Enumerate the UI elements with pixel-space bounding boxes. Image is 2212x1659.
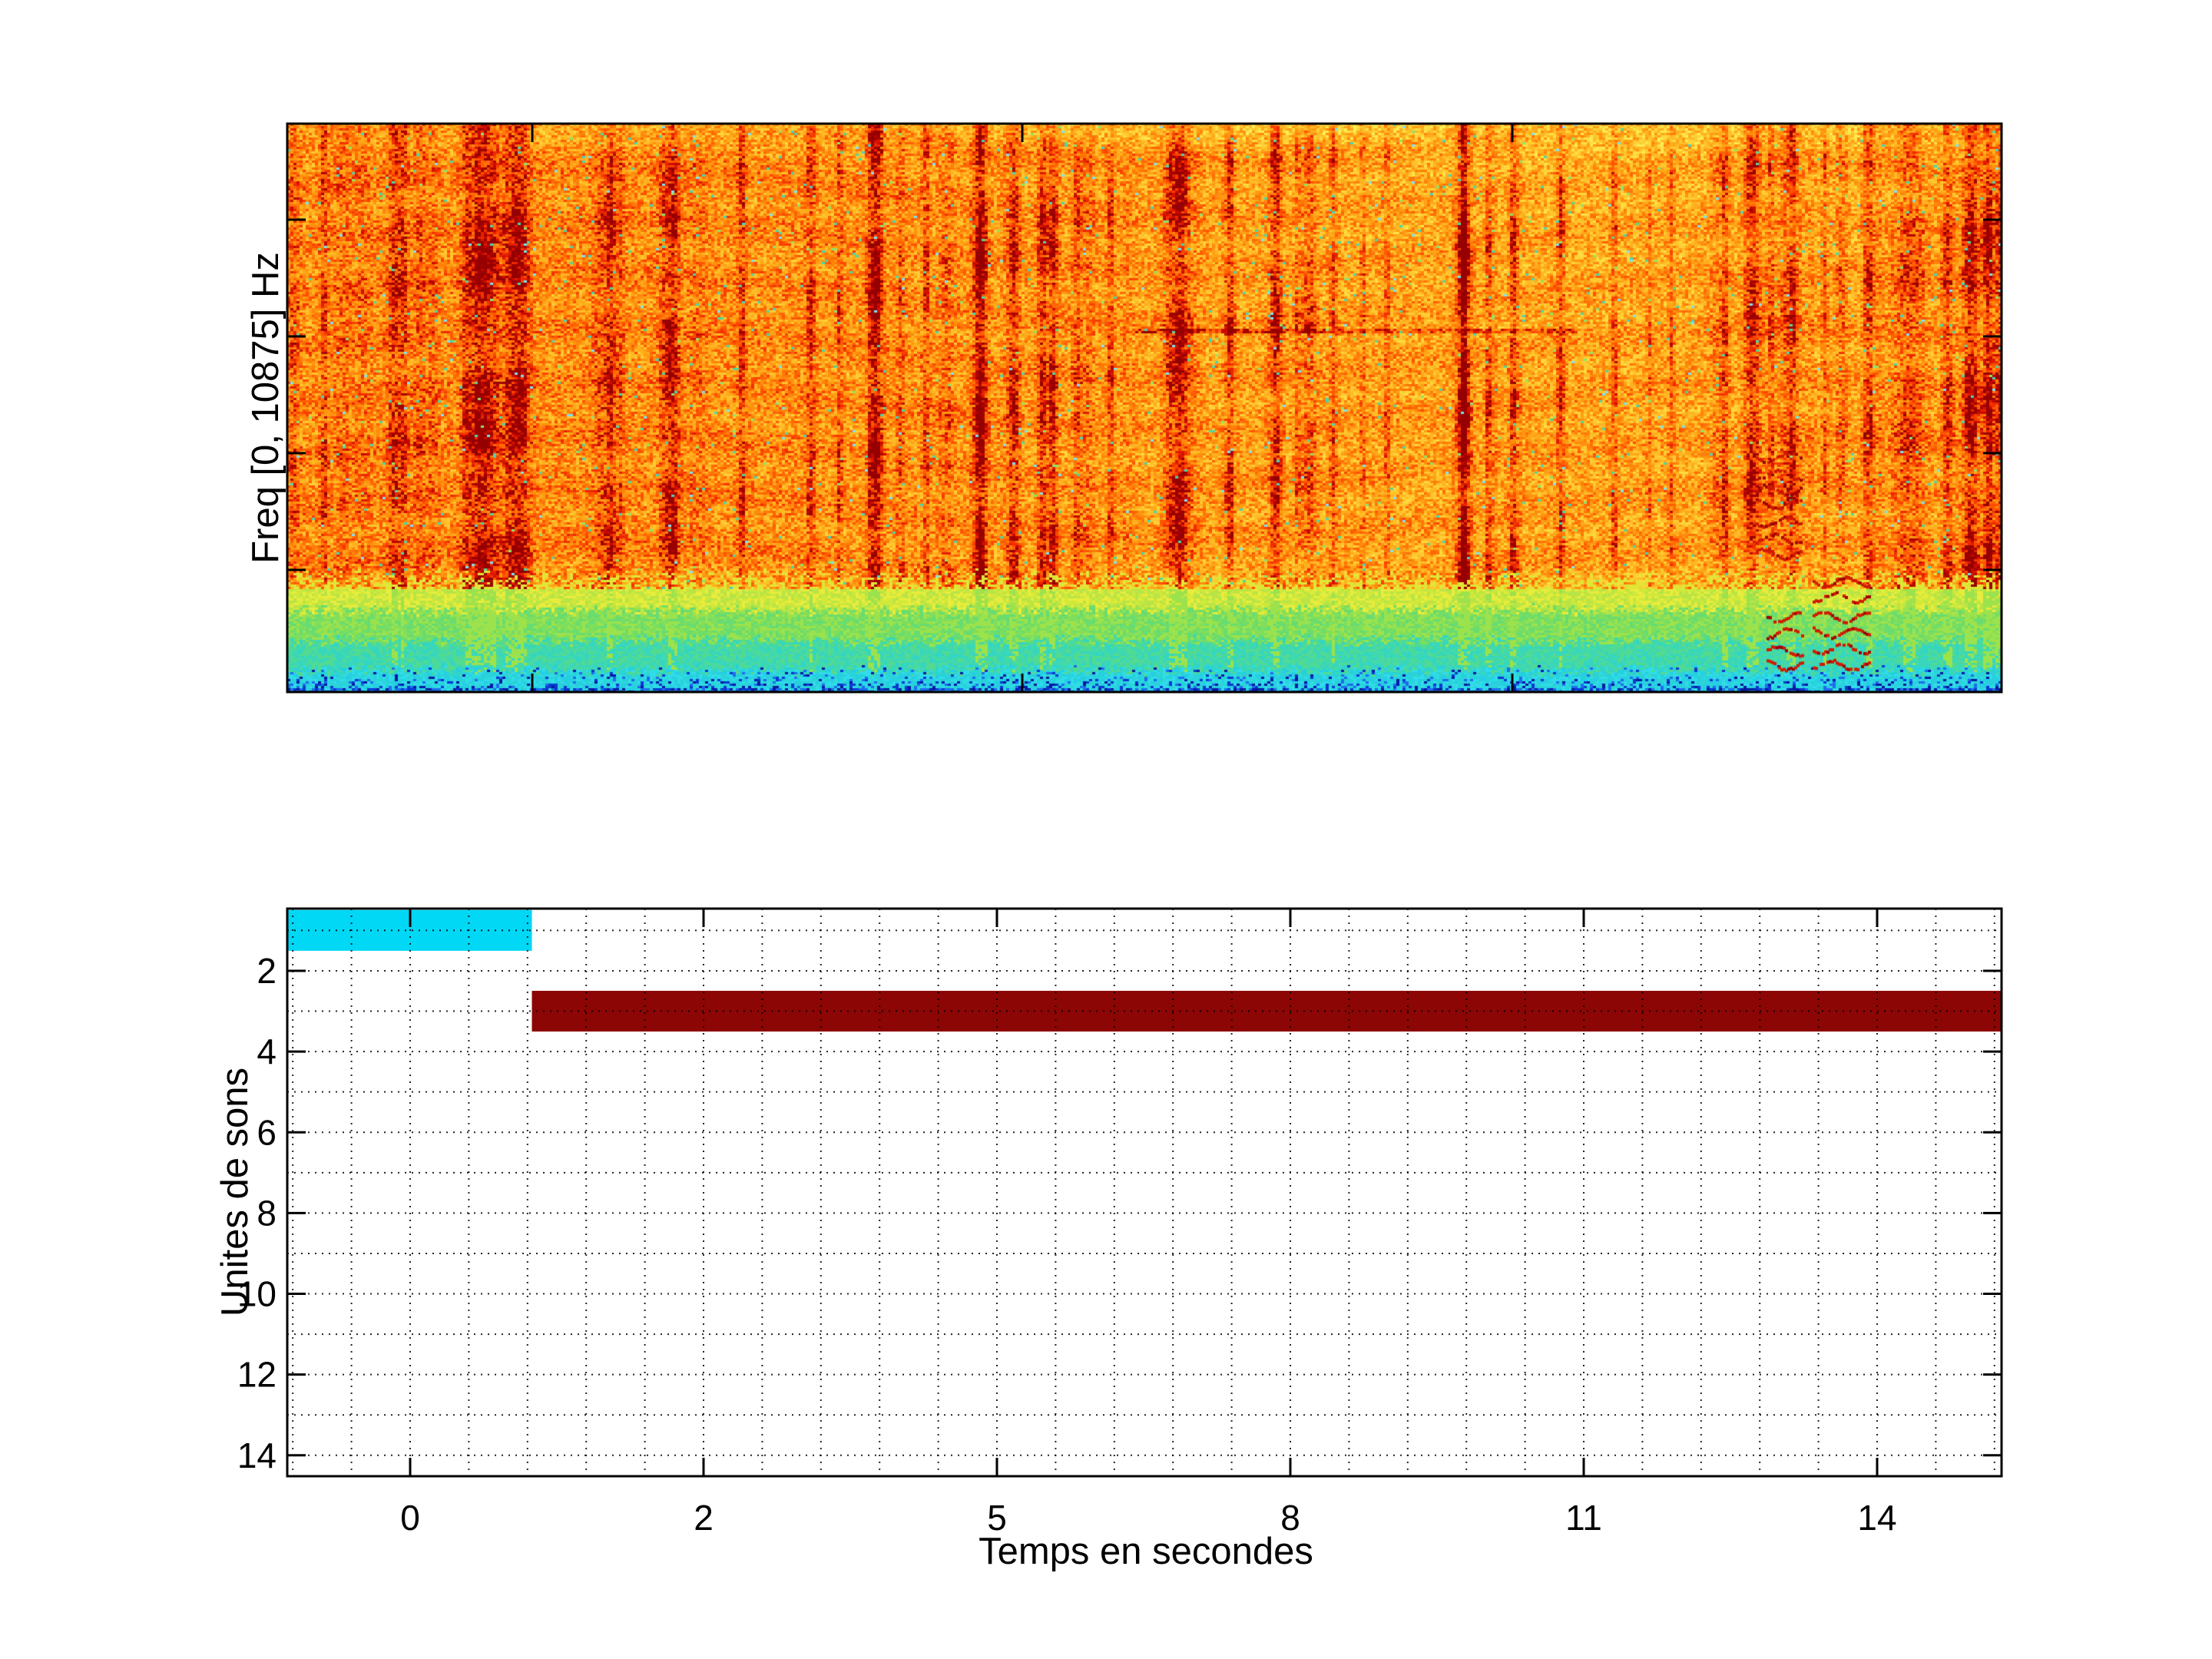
timeline-frame: [286, 907, 2003, 1478]
y-tick-label: 10: [237, 1274, 276, 1314]
y-tick-label: 6: [257, 1112, 276, 1152]
spectrogram-ylabel: Freq [0, 10875] Hz: [245, 252, 286, 564]
x-tick-label: 2: [694, 1498, 714, 1538]
x-tick-label: 14: [1857, 1498, 1896, 1538]
sound-unit-bar: [531, 991, 2002, 1032]
x-tick-label: 8: [1280, 1498, 1300, 1538]
timeline-xlabel: Temps en secondes: [979, 1531, 1313, 1572]
timeline-ylabel: Unites de sons: [214, 1067, 256, 1317]
x-tick-label: 11: [1565, 1498, 1602, 1538]
x-tick-label: 0: [400, 1498, 420, 1538]
spectrogram-frame: [286, 122, 2003, 694]
y-tick-label: 4: [257, 1031, 276, 1071]
spectrogram-image: [287, 124, 2002, 692]
y-tick-label: 8: [257, 1193, 276, 1233]
x-tick-label: 5: [987, 1498, 1007, 1538]
y-tick-label: 12: [237, 1355, 276, 1395]
y-tick-label: 2: [257, 951, 276, 991]
y-tick-label: 14: [237, 1435, 276, 1475]
